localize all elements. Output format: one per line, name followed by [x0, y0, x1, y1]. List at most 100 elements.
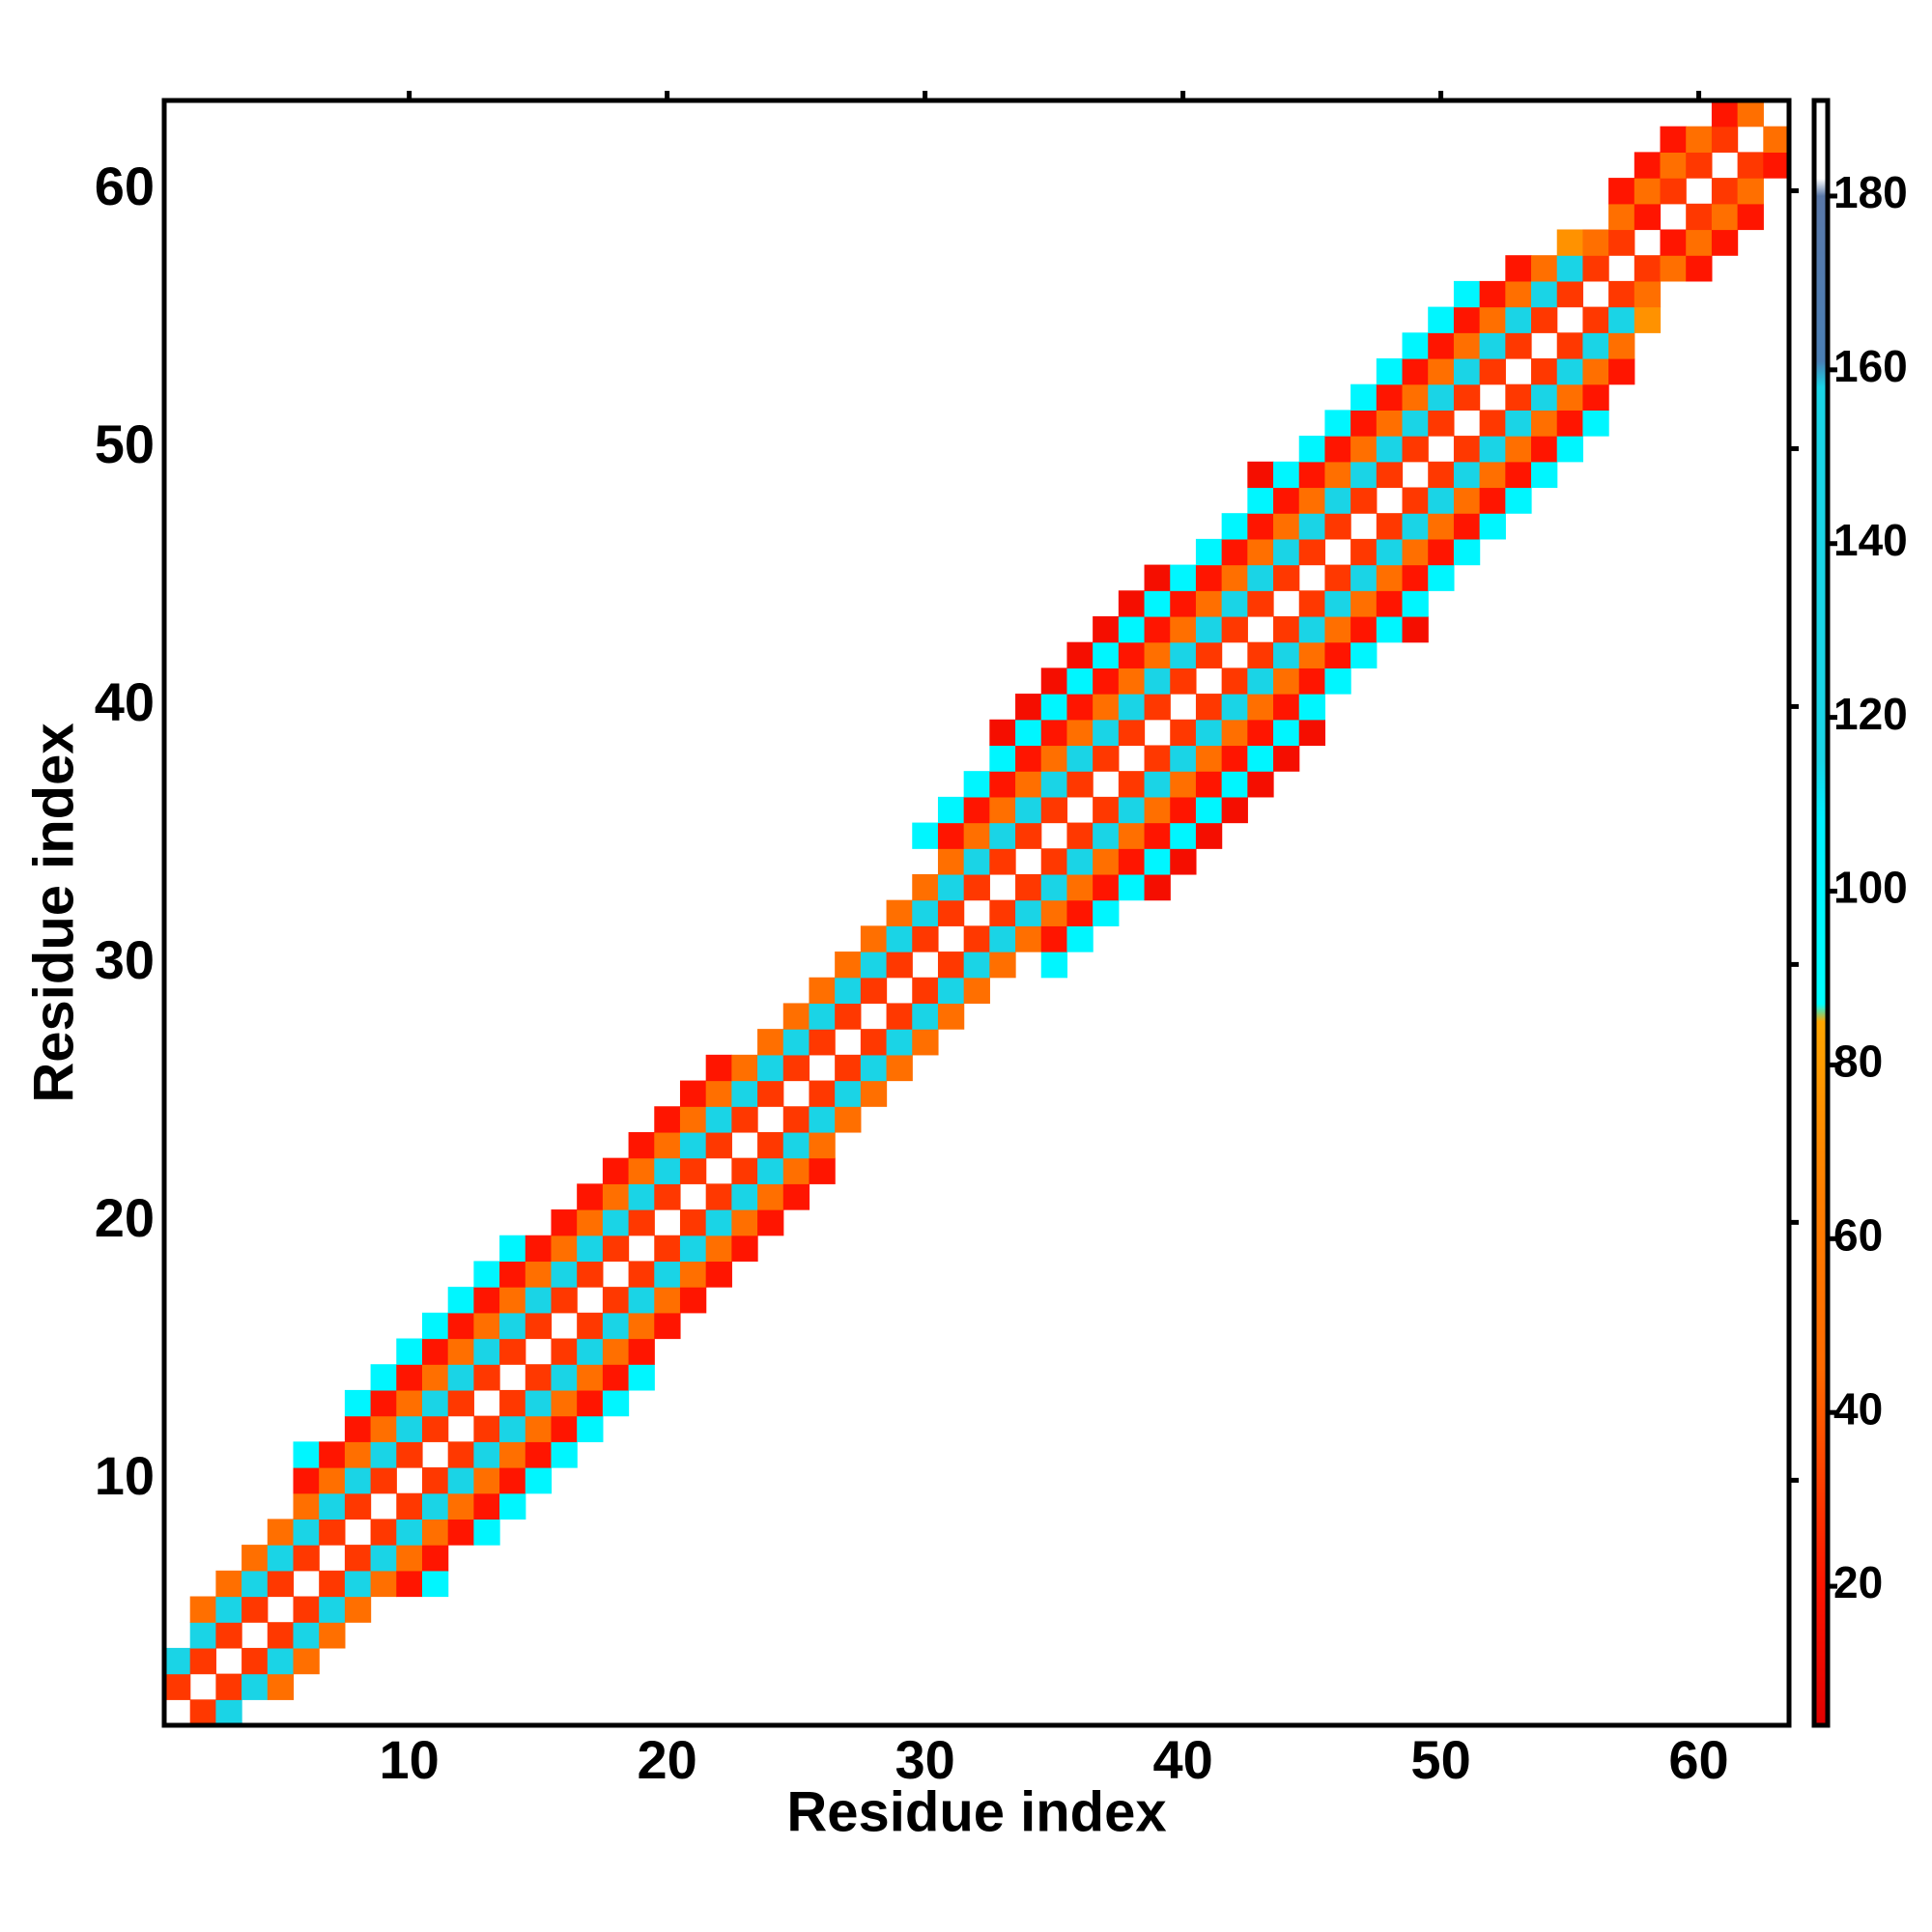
- heatmap-cell: [628, 1364, 655, 1391]
- heatmap-cell: [164, 1647, 191, 1675]
- colorbar-tick-label: 160: [1833, 341, 1908, 391]
- heatmap-cell: [396, 1338, 423, 1365]
- heatmap-cell: [679, 1157, 707, 1184]
- heatmap-cell: [1453, 487, 1481, 514]
- heatmap-cell: [1711, 229, 1739, 256]
- heatmap-cell: [1093, 873, 1120, 901]
- heatmap-cell: [1144, 564, 1171, 591]
- heatmap-cell: [1556, 255, 1584, 282]
- heatmap-cell: [1402, 332, 1429, 359]
- heatmap-cell: [835, 1106, 862, 1133]
- heatmap-cell: [319, 1570, 346, 1598]
- heatmap-cell: [370, 1364, 397, 1391]
- heatmap-cell: [731, 1183, 758, 1210]
- x-tick-label: 40: [1152, 1729, 1212, 1790]
- heatmap-cell: [782, 1183, 810, 1210]
- heatmap-cell: [1015, 771, 1042, 798]
- heatmap-cell: [1479, 280, 1506, 308]
- heatmap-cell: [447, 1312, 474, 1340]
- heatmap-cell: [1015, 694, 1042, 721]
- heatmap-cell: [447, 1467, 474, 1494]
- heatmap-cell: [1221, 771, 1248, 798]
- heatmap-cell: [1273, 564, 1300, 591]
- heatmap-cell: [473, 1364, 500, 1391]
- heatmap-cell: [1324, 410, 1351, 437]
- heatmap-cell: [267, 1570, 295, 1598]
- heatmap-cell: [293, 1467, 320, 1494]
- heatmap-cell: [989, 719, 1016, 747]
- heatmap-cell: [1582, 357, 1609, 385]
- heatmap-cell: [319, 1441, 346, 1468]
- heatmap-cell: [1247, 694, 1274, 721]
- heatmap-cell: [602, 1183, 630, 1210]
- heatmap-cell: [1170, 848, 1197, 875]
- heatmap-cell: [396, 1570, 423, 1598]
- heatmap-cell: [989, 848, 1016, 875]
- heatmap-cell: [912, 977, 939, 1005]
- heatmap-cell: [1324, 641, 1351, 668]
- heatmap-cell: [1066, 694, 1094, 721]
- heatmap-cell: [242, 1545, 269, 1572]
- heatmap-cell: [1531, 384, 1558, 411]
- heatmap-cell: [1066, 925, 1094, 952]
- heatmap-cell: [912, 1029, 939, 1056]
- heatmap-cell: [551, 1389, 578, 1417]
- heatmap-cell: [679, 1080, 707, 1107]
- heatmap-cell: [1015, 719, 1042, 747]
- heatmap-cell: [577, 1389, 604, 1417]
- heatmap-cell: [602, 1209, 630, 1236]
- heatmap-cell: [1531, 306, 1558, 333]
- heatmap-cell: [731, 1080, 758, 1107]
- heatmap-cell: [860, 1054, 888, 1082]
- heatmap-cell: [705, 1183, 732, 1210]
- heatmap-cell: [319, 1622, 346, 1649]
- heatmap-cell: [705, 1131, 732, 1159]
- heatmap-cell: [1144, 796, 1171, 824]
- heatmap-cell: [1428, 461, 1455, 489]
- heatmap-cell: [1324, 487, 1351, 514]
- heatmap-cell: [679, 1209, 707, 1236]
- heatmap-cell: [1453, 280, 1481, 308]
- heatmap-cell: [1428, 538, 1455, 566]
- heatmap-cell: [782, 1106, 810, 1133]
- heatmap-cell: [1066, 822, 1094, 849]
- heatmap-cell: [963, 873, 990, 901]
- heatmap-cell: [293, 1441, 320, 1468]
- heatmap-cell: [1350, 641, 1378, 668]
- heatmap-cell: [1505, 487, 1532, 514]
- heatmap-cell: [499, 1467, 526, 1494]
- heatmap-cell: [1170, 719, 1197, 747]
- heatmap-cell: [421, 1389, 449, 1417]
- heatmap-cell: [1066, 873, 1094, 901]
- heatmap-cell: [293, 1545, 320, 1572]
- heatmap-cell: [1531, 436, 1558, 463]
- heatmap-cell: [628, 1131, 655, 1159]
- heatmap-cell: [1660, 126, 1687, 153]
- heatmap-cell: [963, 977, 990, 1005]
- heatmap-cell: [215, 1596, 242, 1623]
- colorbar-tick-label: 40: [1833, 1383, 1883, 1434]
- heatmap-cell: [1118, 822, 1146, 849]
- heatmap-cell: [1350, 538, 1378, 566]
- heatmap-cell: [602, 1312, 630, 1340]
- heatmap-cell: [1298, 513, 1326, 540]
- heatmap-cell: [1479, 357, 1506, 385]
- heatmap-cell: [1221, 796, 1248, 824]
- heatmap-cell: [1298, 436, 1326, 463]
- heatmap-cell: [1221, 694, 1248, 721]
- heatmap-cell: [1376, 461, 1404, 489]
- heatmap-cell: [1453, 513, 1481, 540]
- heatmap-cell: [1298, 694, 1326, 721]
- heatmap-cell: [705, 1235, 732, 1263]
- x-axis-title: Residue index: [786, 1780, 1166, 1843]
- heatmap-cell: [1273, 719, 1300, 747]
- heatmap-cell: [370, 1415, 397, 1442]
- heatmap-cell: [1195, 771, 1223, 798]
- heatmap-cell: [1221, 538, 1248, 566]
- plot-frame: [161, 98, 1792, 1728]
- heatmap-cell: [1763, 126, 1790, 153]
- heatmap-cell: [1195, 745, 1223, 772]
- heatmap-cell: [809, 977, 836, 1005]
- heatmap-cell: [654, 1312, 681, 1340]
